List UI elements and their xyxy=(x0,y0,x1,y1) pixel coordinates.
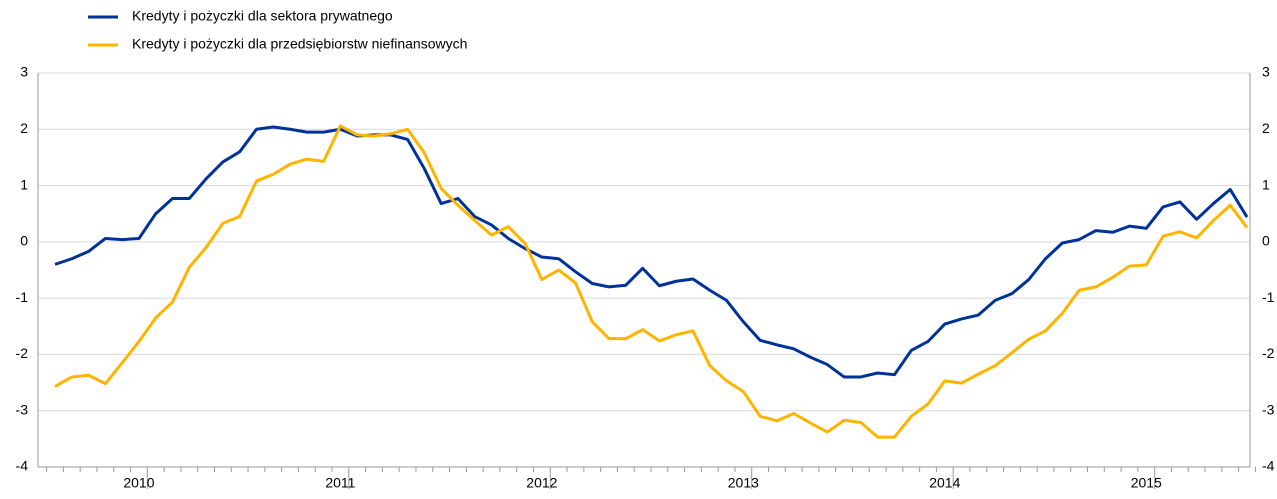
x-tick-label: 2012 xyxy=(526,475,557,491)
y-tick-label: 1 xyxy=(20,176,28,192)
line-series xyxy=(54,125,1249,379)
x-tick-label: 2013 xyxy=(728,475,759,491)
x-tick-label: 2015 xyxy=(1131,475,1162,491)
y-tick-label: 3 xyxy=(20,64,28,80)
y2-tick-label: -4 xyxy=(1262,458,1275,474)
y-tick-label: -3 xyxy=(16,401,29,417)
y2-tick-label: 3 xyxy=(1262,64,1270,80)
y-tick-label: -2 xyxy=(16,345,29,361)
x-tick-label: 2014 xyxy=(929,475,960,491)
y2-tick-label: 0 xyxy=(1262,233,1270,249)
y2-tick-label: 2 xyxy=(1262,120,1270,136)
x-tick-label: 2010 xyxy=(123,475,154,491)
legend-label: Kredyty i pożyczki dla sektora prywatneg… xyxy=(132,8,393,24)
y2-tick-label: -2 xyxy=(1262,345,1275,361)
x-tick-label: 2011 xyxy=(325,475,355,491)
line-series xyxy=(54,124,1249,439)
legend-label: Kredyty i pożyczki dla przedsiębiorstw n… xyxy=(132,36,467,52)
y-tick-label: 0 xyxy=(20,233,28,249)
y2-tick-label: 1 xyxy=(1262,176,1270,192)
y2-tick-label: -1 xyxy=(1262,289,1275,305)
y-tick-label: 2 xyxy=(20,120,28,136)
y-tick-label: -1 xyxy=(16,289,29,305)
y-tick-label: -4 xyxy=(16,458,29,474)
y2-tick-label: -3 xyxy=(1262,401,1275,417)
